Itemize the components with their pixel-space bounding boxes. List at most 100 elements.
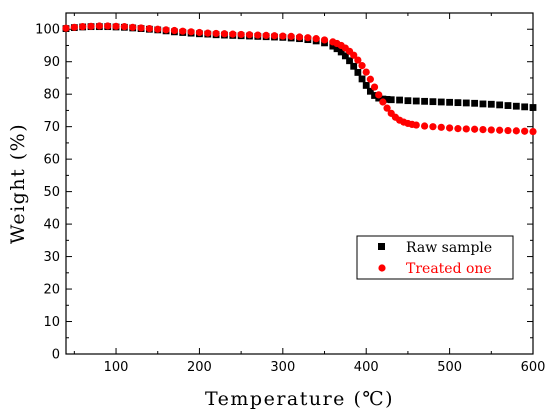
data-point [341, 52, 349, 60]
data-point [179, 27, 187, 35]
data-point [70, 23, 78, 31]
data-point [366, 75, 374, 83]
data-point [187, 28, 195, 36]
data-point [95, 22, 103, 30]
data-point [437, 123, 445, 131]
data-point [404, 97, 412, 105]
data-point [279, 32, 287, 40]
legend-label-treated-one: Treated one [406, 261, 492, 277]
data-point [333, 45, 341, 53]
data-point [437, 98, 445, 106]
data-point [462, 99, 470, 107]
data-point [512, 127, 520, 135]
data-point [471, 125, 479, 133]
data-point [512, 102, 520, 110]
data-point [87, 22, 95, 30]
y-tick-label: 20 [43, 283, 60, 298]
data-point [354, 69, 362, 76]
legend: Raw sample Treated one [356, 235, 514, 280]
data-point [362, 82, 370, 89]
data-point [195, 28, 204, 37]
data-point [420, 122, 429, 130]
y-tick-label: 100 [35, 23, 60, 38]
y-tick-label: 70 [43, 120, 60, 135]
data-point [337, 48, 345, 56]
data-point [396, 96, 403, 104]
data-point [371, 92, 378, 99]
y-tick-label: 30 [43, 250, 60, 265]
data-point [379, 98, 387, 106]
data-point [262, 31, 270, 40]
data-point [375, 91, 383, 99]
x-tick-label: 200 [187, 360, 212, 375]
y-tick-label: 80 [43, 88, 60, 103]
data-point [412, 97, 420, 105]
data-point [370, 83, 379, 91]
data-point [204, 29, 212, 37]
data-point [170, 26, 179, 35]
data-point [287, 32, 295, 40]
axis-tick-labels: 100 200 300 400 500 600 0 10 20 30 40 50 60 70 80 90 100 [35, 23, 545, 375]
data-point [429, 98, 437, 106]
data-point [383, 95, 391, 103]
data-point [412, 121, 420, 129]
data-point [383, 104, 391, 112]
data-point [504, 102, 512, 109]
data-point [304, 34, 312, 42]
y-tick-label: 60 [43, 153, 60, 168]
data-point [162, 26, 170, 34]
data-point [358, 62, 366, 70]
y-axis-title: Weight (%) [7, 123, 29, 244]
x-axis-title: Temperature (℃) [205, 388, 394, 410]
data-point [62, 24, 70, 32]
axis-ticks [66, 13, 534, 355]
data-point [212, 29, 220, 38]
data-point [362, 68, 370, 76]
data-point [312, 35, 320, 43]
data-point [429, 123, 437, 131]
data-point [245, 31, 254, 39]
data-point [220, 30, 229, 38]
data-point [487, 100, 495, 108]
data-point [104, 22, 112, 30]
data-point [354, 56, 362, 64]
y-tick-label: 10 [43, 315, 60, 330]
x-tick-label: 300 [270, 360, 295, 375]
data-point [79, 23, 87, 31]
data-point [479, 100, 487, 108]
data-point [487, 126, 495, 134]
data-point [387, 96, 395, 104]
y-tick-label: 90 [43, 55, 60, 70]
data-point [366, 87, 374, 95]
data-point [350, 51, 358, 59]
data-point [496, 126, 504, 134]
y-tick-label: 40 [43, 218, 60, 233]
legend-label-raw-sample: Raw sample [406, 240, 492, 256]
legend-marker-raw-sample [378, 243, 385, 250]
data-point [529, 127, 537, 136]
data-point [479, 125, 487, 134]
x-tick-label: 500 [437, 360, 462, 375]
data-point [320, 36, 329, 44]
data-point [454, 125, 462, 133]
data-point [270, 32, 279, 40]
data-point [137, 24, 145, 32]
data-point [358, 75, 366, 83]
data-point [154, 25, 162, 33]
data-point [521, 103, 529, 111]
data-point [254, 31, 262, 39]
data-point [295, 33, 304, 41]
y-tick-label: 50 [43, 185, 60, 200]
data-point [129, 23, 137, 31]
data-point [346, 57, 353, 65]
data-point [504, 126, 512, 135]
data-point [120, 23, 128, 31]
data-point [237, 30, 245, 39]
data-point [145, 24, 153, 33]
data-point [112, 22, 120, 30]
x-tick-label: 100 [104, 360, 129, 375]
data-point [529, 104, 537, 111]
x-tick-label: 400 [354, 360, 379, 375]
data-point [462, 125, 470, 133]
